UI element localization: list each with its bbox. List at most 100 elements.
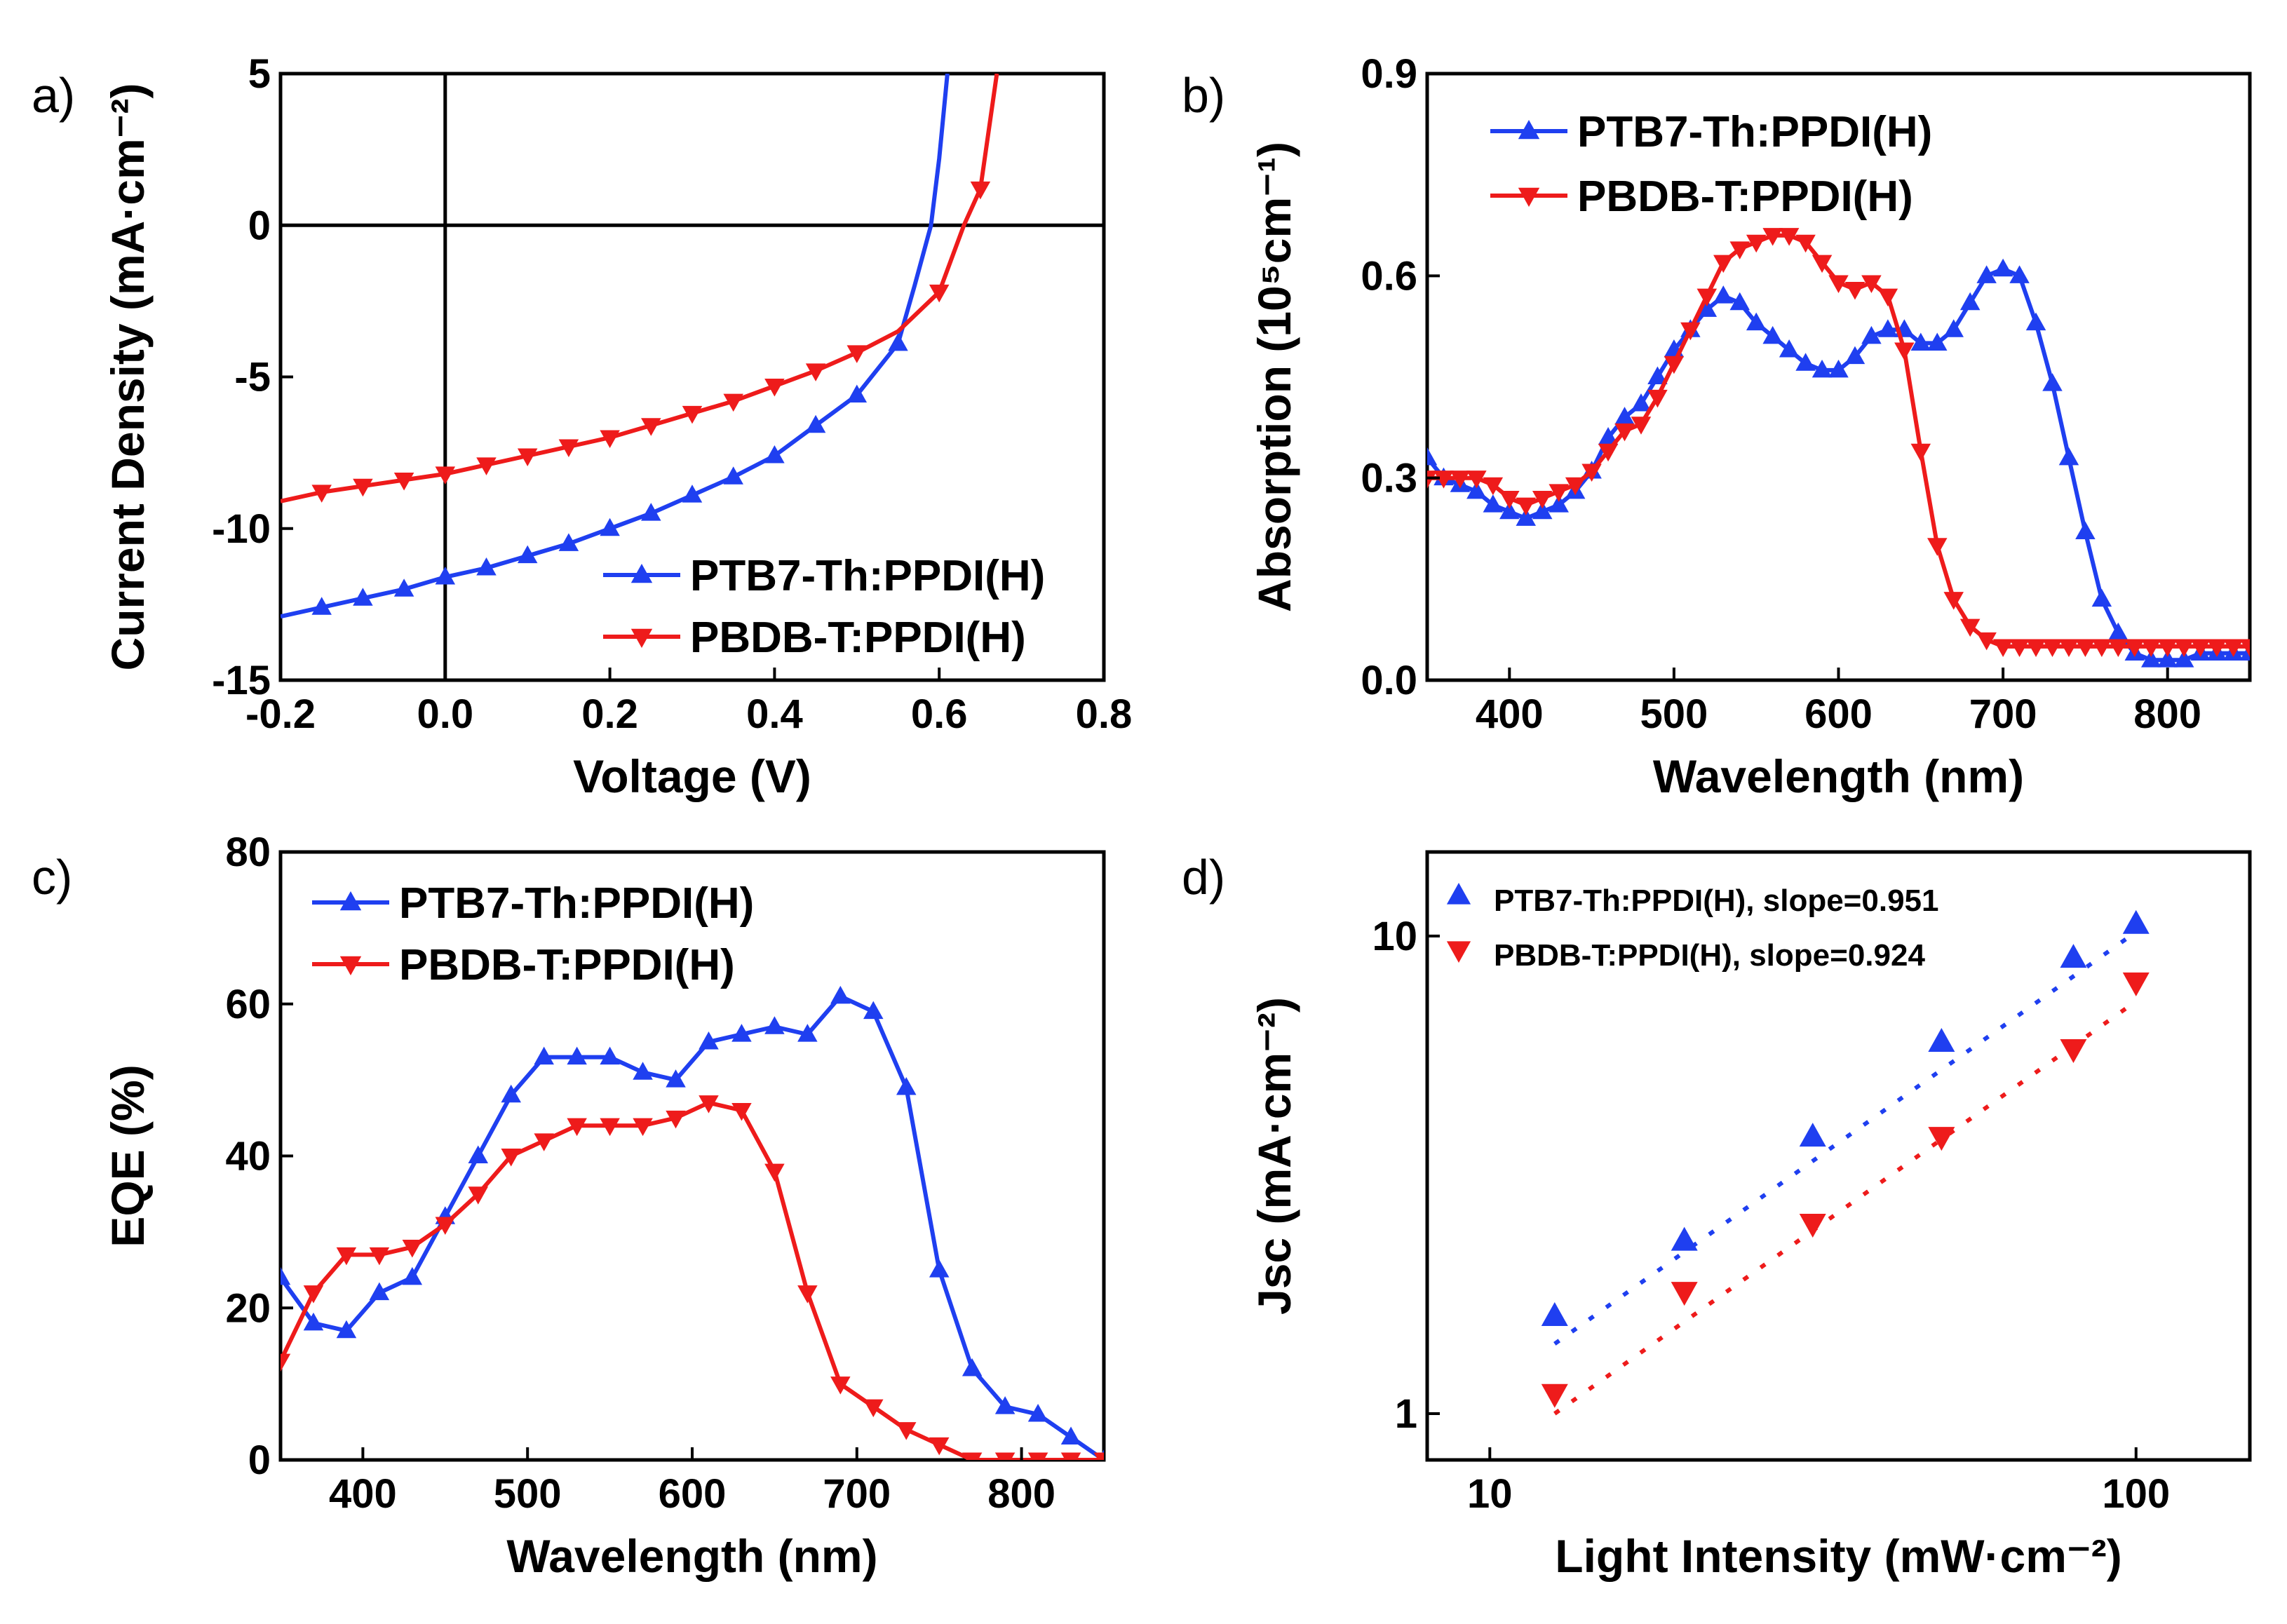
data-point <box>517 545 538 564</box>
data-point <box>393 578 414 597</box>
data-point <box>1927 332 1948 351</box>
data-point <box>2091 588 2112 607</box>
y-tick-label: 0.9 <box>1361 51 1417 97</box>
legend-label: PBDB-T:PPDI(H) <box>690 614 1026 662</box>
data-point <box>2157 639 2178 657</box>
data-point <box>369 1247 390 1266</box>
x-tick-label: 0.4 <box>746 691 803 737</box>
data-point <box>534 1046 554 1065</box>
series-line <box>281 74 950 619</box>
legend-entry-2: PBDB-T:PPDI(H) <box>312 941 735 989</box>
data-point <box>353 478 373 497</box>
y-tick-label: 0.3 <box>1361 456 1417 501</box>
y-tick-label: 40 <box>225 1134 271 1179</box>
x-axis-label: Wavelength (nm) <box>1653 750 2024 802</box>
data-point <box>369 1282 390 1301</box>
data-point <box>435 566 456 585</box>
data-point <box>567 1118 587 1137</box>
data-point <box>303 1285 324 1304</box>
legend-label: PTB7-Th:PPDI(H) <box>1577 108 1932 156</box>
data-point <box>1729 241 1750 259</box>
y-tick-label: 0.0 <box>1361 658 1417 703</box>
data-point <box>1631 417 1652 435</box>
data-point <box>929 1259 950 1278</box>
legend-marker <box>339 891 362 911</box>
plot-frame <box>1425 850 2252 1462</box>
data-point <box>2140 639 2161 657</box>
y-axis-label: Jsc (mA·cm⁻²) <box>1248 997 1300 1315</box>
y-tick-label: 20 <box>225 1285 271 1331</box>
chart-panel-1: a) -0.2 0.0 0.2 0.4 0.6 0.8 -15 -10 -5 0 5 Voltage (… <box>32 51 1132 802</box>
y-axis-label: Current Density (mA·cm⁻²) <box>102 83 154 671</box>
data-point <box>699 1031 719 1050</box>
data-point <box>805 363 826 381</box>
data-point <box>517 448 538 466</box>
data-point <box>1894 342 1915 361</box>
data-point <box>1713 285 1734 304</box>
legend-marker <box>630 628 653 648</box>
data-point <box>2140 649 2161 668</box>
data-point <box>2122 909 2150 934</box>
data-point <box>1671 1282 1698 1306</box>
data-point <box>1060 1426 1081 1444</box>
data-point <box>1647 389 1668 408</box>
data-point <box>1799 1213 1826 1238</box>
data-point <box>558 533 579 551</box>
series-1 <box>281 74 950 619</box>
data-point <box>888 332 908 351</box>
x-tick-label: 700 <box>823 1471 891 1517</box>
data-point <box>1828 275 1849 293</box>
data-point <box>682 485 703 503</box>
data-point <box>1795 234 1816 253</box>
data-point <box>402 1266 423 1285</box>
y-tick-label: 0 <box>248 203 271 248</box>
data-point <box>1928 1127 1955 1151</box>
data-point <box>830 985 851 1004</box>
fit-line <box>1553 930 2138 1346</box>
data-point <box>1943 592 1964 610</box>
data-point <box>1027 1403 1048 1422</box>
data-point <box>962 1358 983 1376</box>
data-point <box>2157 649 2178 668</box>
data-point <box>1976 265 1997 283</box>
data-point <box>1844 346 1866 365</box>
data-point <box>1959 292 1981 311</box>
data-point <box>666 1110 686 1129</box>
data-point <box>1992 639 2013 657</box>
x-axis-label: Wavelength (nm) <box>506 1530 877 1582</box>
data-point <box>1516 508 1537 526</box>
data-point <box>1680 322 1701 341</box>
data-point <box>600 1046 620 1065</box>
data-point <box>896 1076 917 1095</box>
data-point <box>1549 484 1569 502</box>
data-point <box>2009 265 2030 283</box>
panel-label: a) <box>32 68 75 123</box>
chart-panel-3: c) 400 500 600 700 800 0 20 40 60 80 Wavelength (nm… <box>32 830 1106 1582</box>
data-point <box>797 1024 818 1042</box>
x-tick-label: -0.2 <box>245 691 316 737</box>
x-tick-label: 0.2 <box>581 691 638 737</box>
legend-marker <box>630 564 653 583</box>
data-point <box>805 414 826 433</box>
data-point <box>1696 288 1718 307</box>
data-point <box>2060 944 2087 968</box>
data-point <box>311 597 332 615</box>
plot-area <box>1427 228 2250 668</box>
data-point <box>393 473 414 491</box>
data-point <box>1976 632 1997 651</box>
data-point <box>2075 521 2096 540</box>
series-2 <box>281 1095 1104 1460</box>
data-point <box>1861 325 1882 344</box>
data-point <box>1483 494 1504 513</box>
legend-marker <box>1518 120 1540 140</box>
data-point <box>2173 639 2194 657</box>
data-point <box>2009 639 2030 657</box>
data-point <box>2025 312 2046 331</box>
data-point <box>1450 471 1471 489</box>
data-point <box>1746 234 1767 253</box>
y-tick-label: -5 <box>234 355 271 400</box>
plot-area <box>1541 909 2150 1416</box>
data-point <box>1928 1028 1955 1053</box>
data-point <box>600 1118 620 1137</box>
